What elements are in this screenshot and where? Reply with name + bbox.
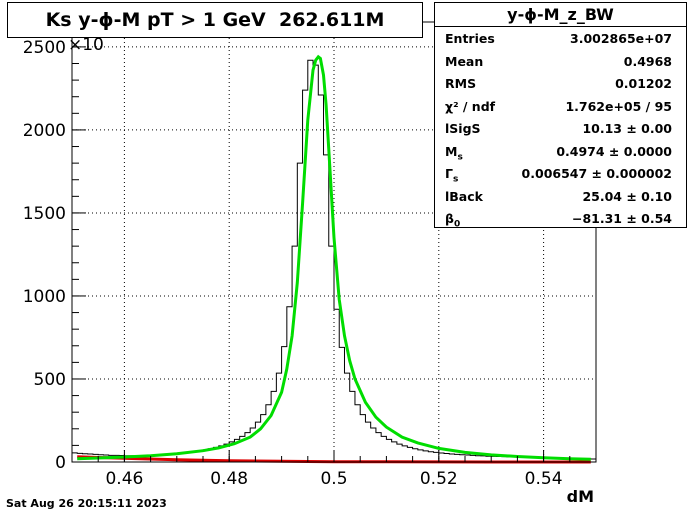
stats-label: Entries xyxy=(445,31,495,46)
stats-value: 0.006547 ± 0.000002 xyxy=(521,166,672,181)
stats-value: 25.04 ± 0.10 xyxy=(582,188,672,204)
y-tick-label: 2500 xyxy=(23,38,66,58)
x-axis-label: dM xyxy=(566,487,594,506)
x-tick-label: 0.5 xyxy=(320,469,347,489)
y-tick-label: 2000 xyxy=(23,121,66,141)
stats-row: β0 −81.31 ± 0.54 xyxy=(435,207,686,230)
stats-value: 0.4968 xyxy=(623,53,672,69)
stats-row: χ² / ndf 1.762e+05 / 95 xyxy=(435,95,686,118)
stats-row: Ms 0.4974 ± 0.0000 xyxy=(435,140,686,163)
stats-label: β0 xyxy=(445,211,461,230)
y-multiplier-label: ×10 xyxy=(68,35,104,55)
stats-label: χ² / ndf xyxy=(445,98,496,114)
x-tick-label: 0.48 xyxy=(210,469,248,489)
stats-title: y-ϕ-M_z_BW xyxy=(435,3,686,27)
stats-row: Mean 0.4968 xyxy=(435,50,686,73)
stats-value: 10.13 ± 0.00 xyxy=(582,121,672,136)
stats-label: Ms xyxy=(445,143,463,163)
stats-label: RMS xyxy=(445,76,477,91)
stats-value: 0.01202 xyxy=(615,76,672,91)
stats-label: Mean xyxy=(445,53,484,69)
y-tick-label: 0 xyxy=(55,453,66,473)
stats-row: Entries 3.002865e+07 xyxy=(435,27,686,50)
stats-value: 3.002865e+07 xyxy=(570,31,672,46)
chart-title: Ks y-ϕ-M pT > 1 GeV 262.611M xyxy=(7,2,423,38)
y-tick-label: 1500 xyxy=(23,204,66,224)
stats-value: 1.762e+05 / 95 xyxy=(565,98,672,114)
stats-label: Γs xyxy=(445,166,459,185)
stats-value: −81.31 ± 0.54 xyxy=(571,211,672,226)
stats-label: lBack xyxy=(445,188,483,204)
signal-fit-curve xyxy=(77,54,591,461)
stats-row: lSigS 10.13 ± 0.00 xyxy=(435,117,686,140)
stats-box: y-ϕ-M_z_BW Entries 3.002865e+07 Mean 0.4968… xyxy=(434,2,687,230)
stats-row: Γs 0.006547 ± 0.000002 xyxy=(435,162,686,185)
stats-value: 0.4974 ± 0.0000 xyxy=(556,143,672,159)
x-tick-label: 0.52 xyxy=(420,469,458,489)
axis-ticks: 0.46 0.48 0.5 0.52 0.54 0 500 1000 1500 2000 2500 xyxy=(23,29,597,489)
stats-row: lBack 25.04 ± 0.10 xyxy=(435,185,686,208)
x-tick-label: 0.46 xyxy=(105,469,143,489)
stats-label: lSigS xyxy=(445,121,481,136)
stats-row: RMS 0.01202 xyxy=(435,72,686,95)
timestamp: Sat Aug 26 20:15:11 2023 xyxy=(6,497,167,510)
x-tick-label: 0.54 xyxy=(525,469,563,489)
y-tick-label: 1000 xyxy=(23,287,66,307)
y-tick-label: 500 xyxy=(34,370,66,390)
